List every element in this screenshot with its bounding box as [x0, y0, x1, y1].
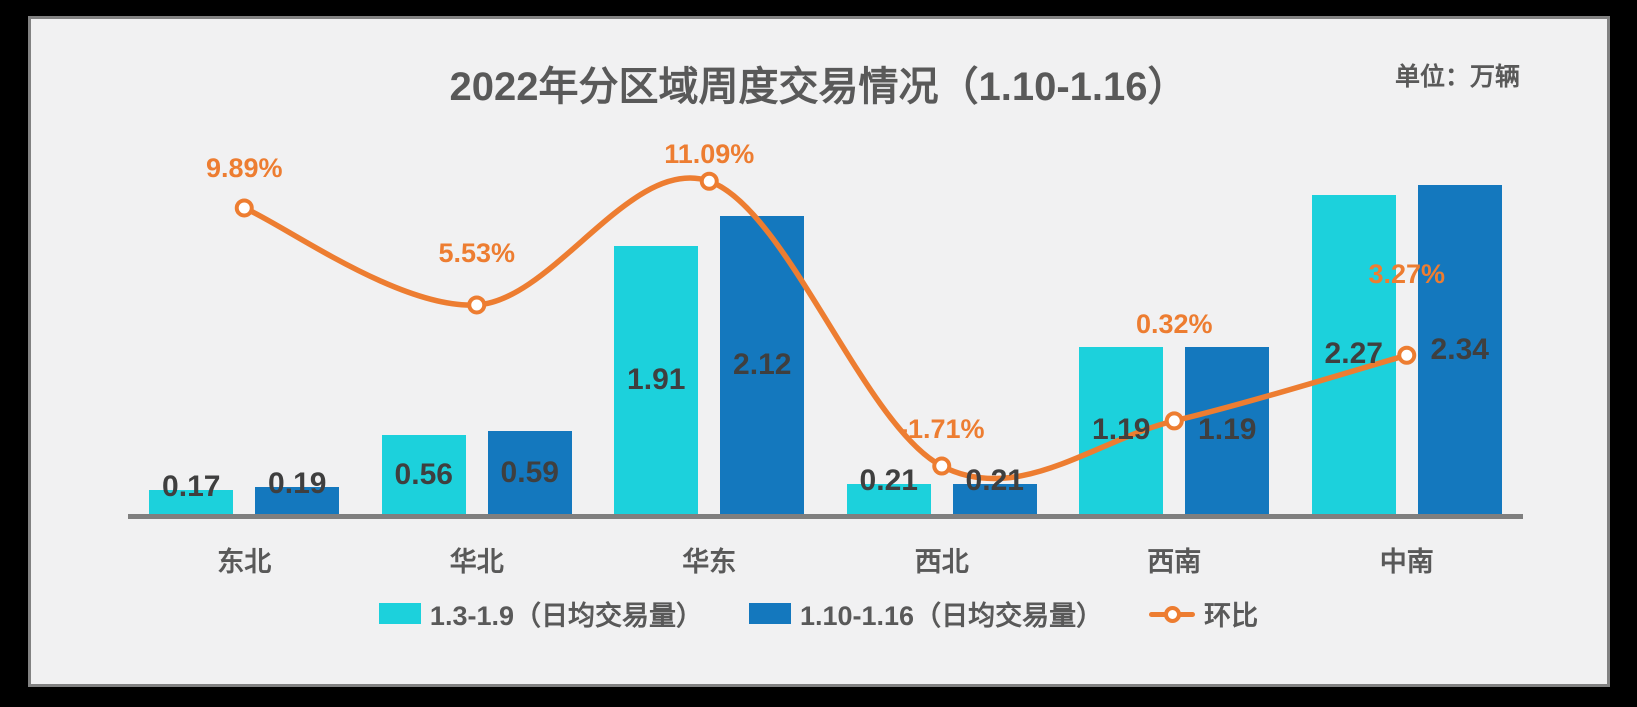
category-label-5: 中南: [1379, 547, 1434, 577]
bar-value-label-week2-1: 0.59: [500, 455, 559, 489]
line-point-marker-1: [467, 295, 487, 315]
bar-value-label-week1-4: 1.19: [1092, 413, 1151, 447]
legend-item-trend: 环比: [1149, 594, 1258, 633]
line-point-marker-0: [234, 198, 254, 218]
legend: 1.3-1.9（日均交易量） 1.10-1.16（日均交易量） 环比: [0, 594, 1637, 633]
pct-label-1: 5.53%: [438, 237, 516, 268]
bar-value-label-week2-4: 1.19: [1198, 413, 1257, 447]
line-point-marker-2: [699, 171, 719, 191]
legend-item-week1: 1.3-1.9（日均交易量）: [378, 594, 703, 633]
category-label-2: 华东: [682, 547, 737, 577]
bar-value-label-week2-2: 2.12: [733, 348, 792, 382]
chart-title: 2022年分区域周度交易情况（1.10-1.16）: [449, 65, 1188, 109]
category-label-4: 西南: [1147, 547, 1202, 577]
legend-label-week2: 1.10-1.16（日均交易量）: [799, 601, 1104, 631]
bar-week1-3: [846, 484, 931, 514]
x-axis-line: [128, 514, 1523, 519]
legend-label-week1: 1.3-1.9（日均交易量）: [429, 601, 703, 631]
bar-week1-0: [149, 490, 234, 514]
bar-value-label-week2-0: 0.19: [268, 467, 327, 501]
pct-label-5: 3.27%: [1368, 259, 1446, 290]
pct-label-0: 9.89%: [205, 152, 283, 183]
bar-week2-0: [255, 487, 340, 514]
bar-week2-3: [952, 484, 1037, 514]
week2-swatch-icon: [748, 603, 791, 624]
category-label-3: 西北: [914, 547, 969, 577]
trend-line-icon: [1149, 604, 1196, 624]
category-label-1: 华北: [449, 547, 504, 577]
week1-swatch-icon: [378, 603, 421, 624]
legend-item-week2: 1.10-1.16（日均交易量）: [748, 594, 1104, 633]
bar-value-label-week1-3: 0.21: [859, 464, 918, 498]
bar-value-label-week2-3: 0.21: [965, 464, 1024, 498]
unit-label: 单位：万辆: [1394, 63, 1520, 91]
pct-label-3: -1.71%: [898, 414, 985, 445]
bar-value-label-week2-5: 2.34: [1430, 332, 1489, 366]
bar-week2-5: [1417, 185, 1502, 514]
bar-value-label-week1-0: 0.17: [162, 470, 221, 504]
bar-value-label-week1-5: 2.27: [1324, 337, 1383, 371]
bar-value-label-week1-2: 1.91: [627, 362, 686, 396]
pct-label-4: 0.32%: [1135, 308, 1213, 339]
bar-value-label-week1-1: 0.56: [394, 457, 453, 491]
legend-label-trend: 环比: [1204, 601, 1259, 631]
category-label-0: 东北: [217, 547, 272, 577]
pct-label-2: 11.09%: [664, 139, 755, 170]
